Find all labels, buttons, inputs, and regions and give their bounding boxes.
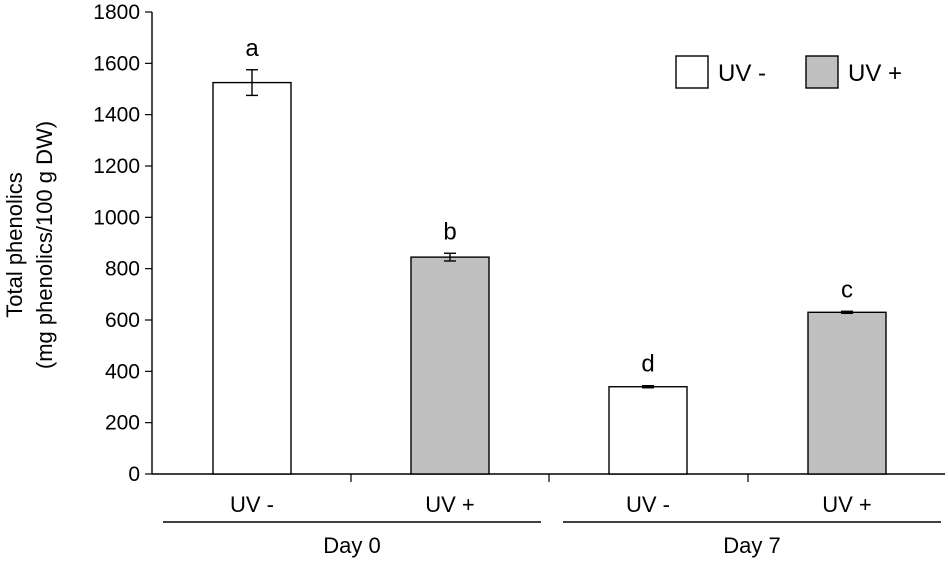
y-tick-label: 400 (105, 360, 140, 383)
y-axis-title-line2: (mg phenolics/100 g DW) (32, 121, 57, 369)
significance-letter: b (443, 218, 456, 245)
y-tick-label: 1600 (93, 52, 140, 75)
y-tick-label: 1200 (93, 155, 140, 178)
significance-letter: d (641, 351, 654, 378)
y-tick-label: 1400 (93, 104, 140, 127)
x-tick-label: UV + (425, 492, 475, 517)
y-axis-title-line1: Total phenolics (2, 172, 27, 318)
y-tick-label: 1800 (93, 1, 140, 24)
y-tick-label: 200 (105, 412, 140, 435)
y-tick-label: 600 (105, 309, 140, 332)
significance-letter: c (841, 276, 853, 303)
bar (807, 311, 887, 475)
group-label: Day 7 (723, 533, 780, 558)
x-tick-label: UV - (626, 492, 670, 517)
y-tick-label: 1000 (93, 206, 140, 229)
legend-swatch (805, 55, 839, 89)
legend-swatch (675, 55, 709, 89)
bar (212, 81, 292, 475)
y-tick-label: 800 (105, 258, 140, 281)
group-label: Day 0 (323, 533, 380, 558)
y-tick-label: 0 (128, 463, 140, 486)
legend-label: UV - (718, 60, 766, 87)
y-axis-title: Total phenolics (mg phenolics/100 g DW) (2, 121, 57, 369)
x-tick-label: UV + (822, 492, 872, 517)
significance-letter: a (245, 35, 259, 62)
bar (608, 386, 688, 475)
bars: a b d c (212, 35, 887, 475)
x-tick-label: UV - (230, 492, 274, 517)
bar (410, 256, 490, 475)
legend: UV - UV + (675, 55, 902, 89)
legend-label: UV + (848, 60, 902, 87)
